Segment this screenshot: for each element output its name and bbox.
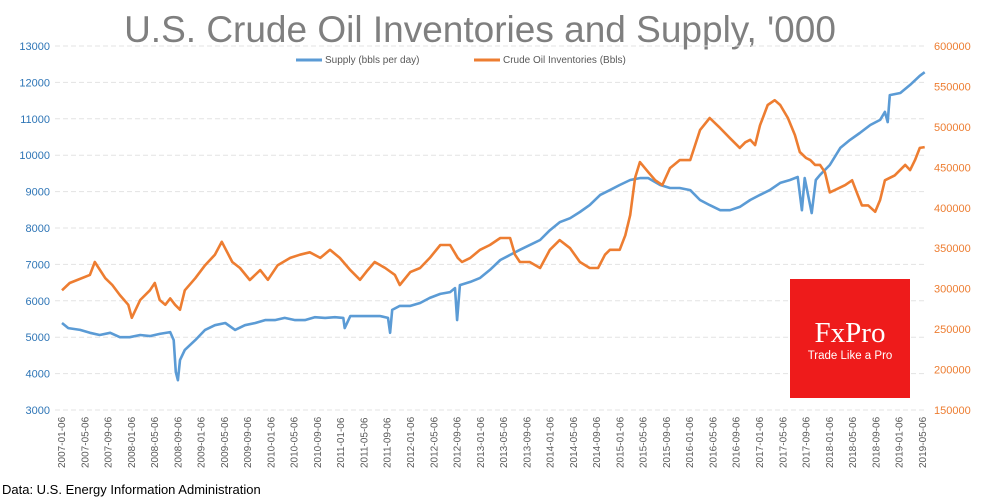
left-tick-label: 10000 <box>19 150 50 162</box>
x-tick-label: 2019-05-06 <box>918 416 929 468</box>
x-tick-label: 2010-09-06 <box>313 416 324 468</box>
x-tick-label: 2016-01-06 <box>685 416 696 468</box>
x-tick-label: 2011-05-06 <box>359 417 370 468</box>
x-tick-label: 2017-05-06 <box>778 416 789 468</box>
legend-label-supply: Supply (bbls per day) <box>325 55 420 66</box>
left-tick-label: 6000 <box>26 296 50 308</box>
legend: Supply (bbls per day) Crude Oil Inventor… <box>296 55 626 66</box>
x-tick-label: 2010-05-06 <box>290 416 301 468</box>
x-tick-label: 2007-01-06 <box>57 416 68 468</box>
x-tick-label: 2008-01-06 <box>127 416 138 468</box>
right-tick-label: 300000 <box>934 284 971 296</box>
right-tick-label: 550000 <box>934 81 971 93</box>
source-note: Data: U.S. Energy Information Administra… <box>2 482 261 497</box>
x-tick-label: 2007-05-06 <box>80 416 91 468</box>
x-tick-label: 2017-01-06 <box>755 416 766 468</box>
left-tick-label: 8000 <box>26 223 50 235</box>
legend-label-inventories: Crude Oil Inventories (Bbls) <box>503 55 626 66</box>
left-tick-label: 5000 <box>26 332 50 344</box>
chart-title: U.S. Crude Oil Inventories and Supply, '… <box>124 9 836 50</box>
x-tick-label: 2015-05-06 <box>639 416 650 468</box>
x-tick-label: 2014-01-06 <box>546 416 557 468</box>
x-tick-label: 2007-09-06 <box>104 416 115 468</box>
x-axis: 2007-01-06 2007-05-06 2007-09-06 2008-01-06… <box>57 416 929 468</box>
left-axis: 3000 4000 5000 6000 7000 8000 9000 10000 11000 12… <box>19 41 50 417</box>
right-tick-label: 350000 <box>934 243 971 255</box>
x-tick-label: 2012-05-06 <box>429 416 440 468</box>
supply-line <box>61 71 926 382</box>
x-tick-label: 2013-01-06 <box>476 416 487 468</box>
x-tick-label: 2019-01-06 <box>895 416 906 468</box>
x-tick-label: 2017-09-06 <box>802 416 813 468</box>
x-tick-label: 2008-05-06 <box>150 416 161 468</box>
right-axis: 150000 200000 250000 300000 350000 400000 4500… <box>934 41 971 417</box>
x-tick-label: 2016-09-06 <box>732 416 743 468</box>
right-tick-label: 500000 <box>934 122 971 134</box>
x-tick-label: 2009-09-06 <box>243 416 254 468</box>
x-tick-label: 2014-09-06 <box>592 416 603 468</box>
left-tick-label: 12000 <box>19 77 50 89</box>
x-tick-label: 2011-01-06 <box>336 417 347 468</box>
x-tick-label: 2012-09-06 <box>453 416 464 468</box>
left-tick-label: 3000 <box>26 405 50 417</box>
gridlines <box>55 45 925 411</box>
x-tick-label: 2014-05-06 <box>569 416 580 468</box>
logo-tagline: Trade Like a Pro <box>808 350 893 362</box>
x-tick-label: 2013-05-06 <box>499 416 510 468</box>
right-tick-label: 150000 <box>934 405 971 417</box>
x-tick-label: 2018-05-06 <box>848 416 859 468</box>
x-tick-label: 2010-01-06 <box>266 416 277 468</box>
fxpro-logo: FxPro Trade Like a Pro <box>790 279 910 398</box>
left-tick-label: 4000 <box>26 369 50 381</box>
x-tick-label: 2009-05-06 <box>220 416 231 468</box>
x-tick-label: 2018-09-06 <box>871 416 882 468</box>
left-tick-label: 9000 <box>26 187 50 199</box>
x-tick-label: 2009-01-06 <box>197 416 208 468</box>
x-tick-label: 2008-09-06 <box>173 416 184 468</box>
series-lines <box>61 71 926 382</box>
right-tick-label: 600000 <box>934 41 971 53</box>
left-tick-label: 7000 <box>26 259 50 271</box>
x-tick-label: 2011-09-06 <box>383 417 394 468</box>
left-tick-label: 13000 <box>19 41 50 53</box>
x-tick-label: 2015-09-06 <box>662 416 673 468</box>
x-tick-label: 2016-05-06 <box>708 416 719 468</box>
logo-background <box>790 279 910 398</box>
x-tick-label: 2012-01-06 <box>406 416 417 468</box>
logo-brand: FxPro <box>815 317 886 349</box>
right-tick-label: 450000 <box>934 162 971 174</box>
right-tick-label: 250000 <box>934 324 971 336</box>
right-tick-label: 400000 <box>934 203 971 215</box>
inventories-line <box>61 98 925 320</box>
x-tick-label: 2013-09-06 <box>522 416 533 468</box>
right-tick-label: 200000 <box>934 365 971 377</box>
x-tick-label: 2015-01-06 <box>615 416 626 468</box>
left-tick-label: 11000 <box>20 114 50 126</box>
x-tick-label: 2018-01-06 <box>825 416 836 468</box>
